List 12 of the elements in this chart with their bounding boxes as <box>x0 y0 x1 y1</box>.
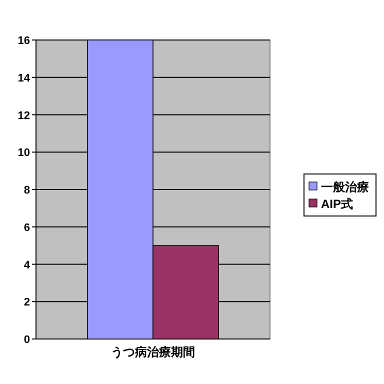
y-tick-label: 2 <box>24 296 30 309</box>
y-tick-label: 16 <box>18 35 30 47</box>
legend-label: AIP式 <box>321 197 354 211</box>
y-tick-label: 12 <box>18 110 30 122</box>
y-tick-label: 6 <box>24 222 30 234</box>
y-tick-label: 10 <box>18 147 30 160</box>
y-tick-label: 8 <box>24 184 30 196</box>
y-tick-label: 4 <box>24 259 31 272</box>
y-tick-label: 14 <box>18 72 31 84</box>
legend-label: 一般治療 <box>321 180 369 194</box>
y-tick-label: 0 <box>24 334 30 346</box>
x-tick-label: うつ病治療期間 <box>111 345 195 359</box>
